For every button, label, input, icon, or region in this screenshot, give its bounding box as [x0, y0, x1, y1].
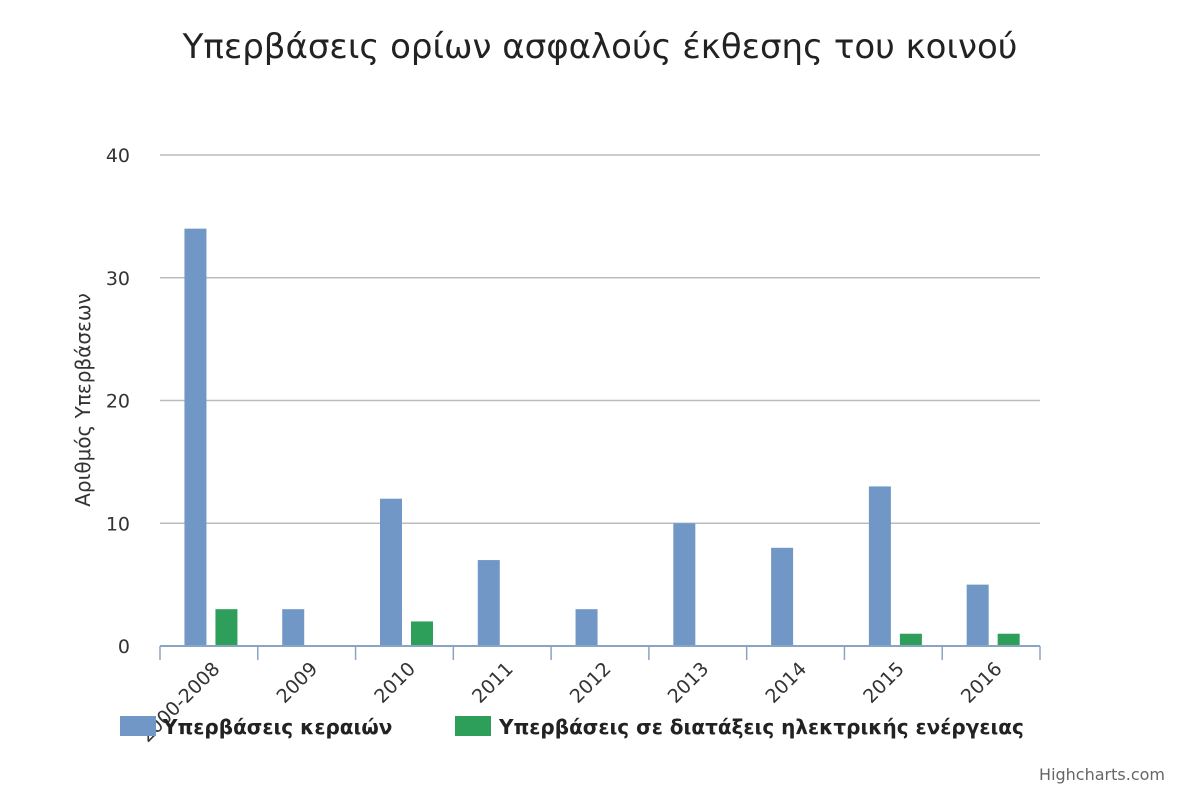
bar-antennas-2015[interactable] [868, 486, 891, 646]
bar-antennas-2011[interactable] [477, 560, 500, 646]
bar-antennas-2016[interactable] [966, 584, 989, 646]
legend-swatch-power [455, 716, 491, 736]
bar-power-2010[interactable] [411, 621, 433, 646]
bar-antennas-2000-2008[interactable] [184, 228, 207, 646]
x-tick-label: 2015 [859, 658, 909, 708]
gridlines [160, 154, 1040, 524]
legend-label-antennas[interactable]: Υπερβάσεις κεραιών [162, 715, 392, 739]
legend: Υπερβάσεις κεραιών Υπερβάσεις σε διατάξε… [120, 715, 1024, 739]
bar-antennas-2014[interactable] [771, 547, 794, 646]
bar-antennas-2013[interactable] [673, 523, 696, 646]
chart-title: Υπερβάσεις ορίων ασφαλούς έκθεσης του κο… [182, 27, 1018, 67]
y-axis-label: Αριθμός Υπερβάσεων [71, 293, 95, 507]
x-tick-label: 2016 [957, 658, 1007, 708]
legend-swatch-antennas [120, 716, 156, 736]
y-tick-label: 40 [106, 145, 130, 167]
y-tick-label: 20 [106, 391, 130, 413]
x-tick-label: 2013 [664, 658, 714, 708]
bar-power-2015[interactable] [899, 633, 922, 646]
x-tick-label: 2009 [272, 658, 322, 708]
y-axis-ticks: 0 10 20 30 40 [106, 145, 130, 658]
x-tick-label: 2012 [566, 658, 616, 708]
x-axis-ticks [159, 646, 1041, 660]
bar-antennas-2012[interactable] [575, 609, 598, 646]
bars [184, 228, 1020, 646]
x-tick-label: 2010 [370, 658, 420, 708]
legend-label-power[interactable]: Υπερβάσεις σε διατάξεις ηλεκτρικής ενέργ… [498, 715, 1024, 739]
credits-label[interactable]: Highcharts.com [1039, 765, 1165, 784]
bar-power-2000-2008[interactable] [215, 609, 238, 646]
x-tick-label: 2011 [468, 658, 518, 708]
y-tick-label: 30 [106, 268, 130, 290]
bar-power-2016[interactable] [997, 633, 1020, 646]
y-tick-label: 0 [118, 636, 130, 658]
bar-antennas-2010[interactable] [380, 498, 402, 646]
x-tick-label: 2014 [761, 658, 811, 708]
y-tick-label: 10 [106, 513, 130, 535]
bar-antennas-2009[interactable] [282, 609, 305, 646]
